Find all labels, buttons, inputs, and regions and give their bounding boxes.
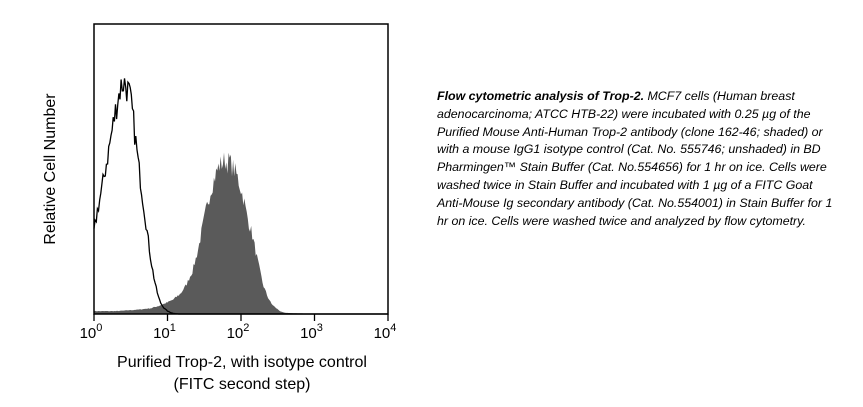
x-tick-label: 102: [227, 322, 250, 342]
figure-caption: Flow cytometric analysis of Trop-2. MCF7…: [437, 88, 837, 230]
y-axis-label: Relative Cell Number: [42, 93, 59, 245]
caption-body: MCF7 cells (Human breast adenocarcinoma;…: [437, 89, 833, 228]
histogram-chart: 100 101 102 103 104 Relative Cell Number Pur…: [42, 23, 397, 393]
x-tick-label: 104: [374, 322, 397, 342]
caption-title: Flow cytometric analysis of Trop-2.: [437, 89, 645, 103]
x-tick-label: 100: [80, 322, 103, 342]
x-tick-label: 103: [300, 322, 323, 342]
x-axis-label-line2: (FITC second step): [174, 376, 311, 393]
x-tick-label: 101: [153, 322, 176, 342]
shaded-histogram-trop2: [94, 152, 388, 314]
x-axis-label: Purified Trop-2, with isotype control: [117, 354, 367, 371]
